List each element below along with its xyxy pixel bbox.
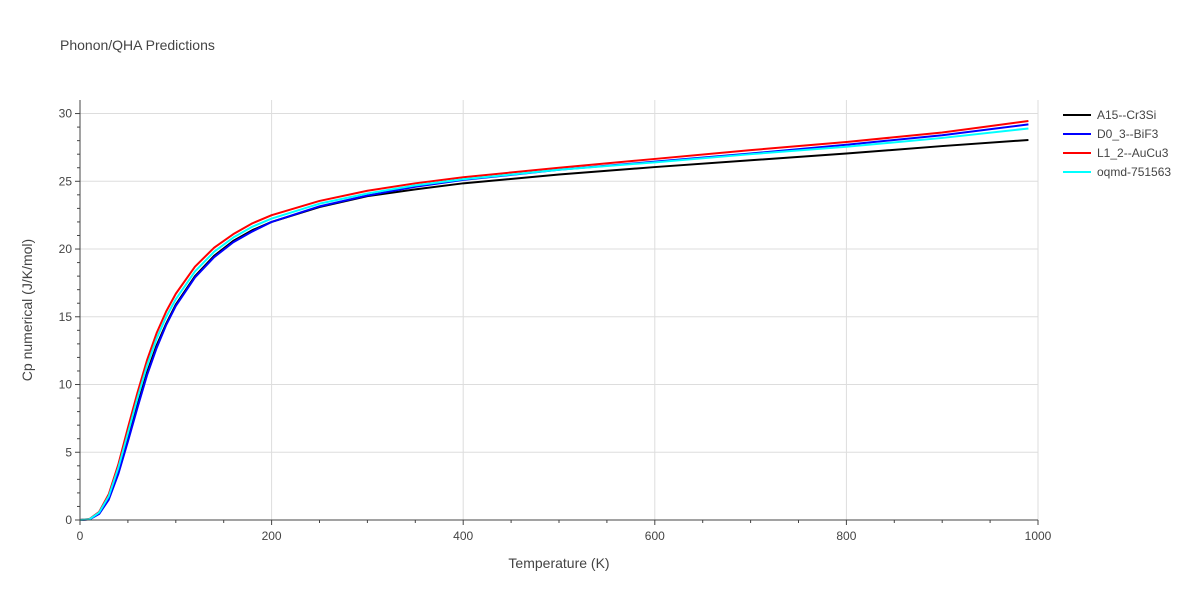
chart-title: Phonon/QHA Predictions — [60, 37, 215, 53]
legend-item[interactable]: L1_2--AuCu3 — [1063, 146, 1169, 160]
y-axis-label: Cp numerical (J/K/mol) — [19, 239, 35, 381]
legend-item[interactable]: D0_3--BiF3 — [1063, 127, 1159, 141]
legend-label: A15--Cr3Si — [1097, 108, 1156, 122]
y-tick-label: 0 — [65, 513, 72, 527]
y-tick-label: 10 — [59, 378, 73, 392]
legend-item[interactable]: oqmd-751563 — [1063, 165, 1171, 179]
y-tick-label: 25 — [59, 174, 73, 188]
legend[interactable]: A15--Cr3Si D0_3--BiF3 L1_2--AuCu3 oqmd-7515… — [1063, 108, 1171, 179]
legend-label: L1_2--AuCu3 — [1097, 146, 1169, 160]
x-axis-label: Temperature (K) — [508, 555, 609, 571]
series-layer — [79, 120, 1029, 521]
x-tick-label: 600 — [645, 529, 665, 543]
x-tick-label: 1000 — [1025, 529, 1052, 543]
legend-label: D0_3--BiF3 — [1097, 127, 1159, 141]
legend-label: oqmd-751563 — [1097, 165, 1171, 179]
series-line-A15--Cr3Si[interactable] — [79, 138, 1029, 521]
x-tick-label: 800 — [836, 529, 856, 543]
series-line-oqmd-751563[interactable] — [79, 127, 1029, 521]
x-tick-label: 400 — [453, 529, 473, 543]
series-line-D0_3--BiF3[interactable] — [79, 123, 1029, 521]
axis-layer: 0 200 400 600 800 1000 0 5 10 15 20 25 30 — [59, 100, 1052, 543]
x-tick-label: 200 — [262, 529, 282, 543]
y-tick-label: 15 — [59, 310, 73, 324]
y-tick-label: 5 — [65, 445, 72, 459]
y-tick-label: 20 — [59, 242, 73, 256]
x-tick-label: 0 — [77, 529, 84, 543]
legend-item[interactable]: A15--Cr3Si — [1063, 108, 1156, 122]
y-tick-label: 30 — [59, 107, 73, 121]
grid-layer — [80, 100, 1039, 520]
